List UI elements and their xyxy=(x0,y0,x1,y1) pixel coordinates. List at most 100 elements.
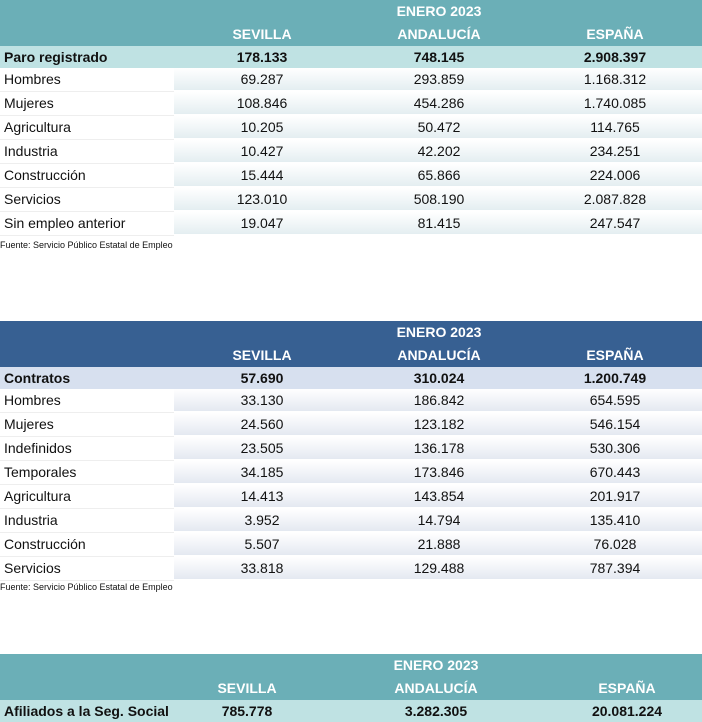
row-espana: 670.443 xyxy=(528,460,702,485)
contratos-period: ENERO 2023 xyxy=(350,321,528,343)
row-sevilla: 108.846 xyxy=(174,91,350,116)
row-espana: 1.740.085 xyxy=(528,91,702,116)
table-row: Construcción 15.444 65.866 224.006 xyxy=(0,163,702,188)
row-label: Construcción xyxy=(0,163,174,188)
row-andalucia: 21.888 xyxy=(350,532,528,557)
row-espana: 2.087.828 xyxy=(528,187,702,212)
row-andalucia: 186.842 xyxy=(350,389,528,413)
afiliados-total-espana: 20.081.224 xyxy=(552,700,702,722)
table-row: Temporales 34.185 173.846 670.443 xyxy=(0,460,702,485)
row-espana: 135.410 xyxy=(528,508,702,533)
row-sevilla: 5.507 xyxy=(174,532,350,557)
row-label: Indefinidos xyxy=(0,436,174,461)
paro-period: ENERO 2023 xyxy=(350,0,528,22)
row-espana: 530.306 xyxy=(528,436,702,461)
paro-total-label: Paro registrado xyxy=(0,46,174,68)
row-andalucia: 123.182 xyxy=(350,412,528,437)
row-label: Mujeres xyxy=(0,91,174,116)
row-sevilla: 10.427 xyxy=(174,139,350,164)
contratos-total-label: Contratos xyxy=(0,367,174,389)
paro-source: Fuente: Servicio Público Estatal de Empl… xyxy=(0,240,173,250)
row-espana: 201.917 xyxy=(528,484,702,509)
row-andalucia: 143.854 xyxy=(350,484,528,509)
paro-col-andalucia: ANDALUCÍA xyxy=(350,22,528,46)
table-row: Agricultura 10.205 50.472 114.765 xyxy=(0,115,702,140)
row-andalucia: 50.472 xyxy=(350,115,528,140)
row-sevilla: 3.952 xyxy=(174,508,350,533)
contratos-source: Fuente: Servicio Público Estatal de Empl… xyxy=(0,582,173,592)
row-espana: 224.006 xyxy=(528,163,702,188)
row-espana: 1.168.312 xyxy=(528,68,702,92)
table-row: Hombres 33.130 186.842 654.595 xyxy=(0,389,702,413)
row-espana: 234.251 xyxy=(528,139,702,164)
table-row: Construcción 5.507 21.888 76.028 xyxy=(0,532,702,557)
afiliados-total-row: Afiliados a la Seg. Social 785.778 3.282… xyxy=(0,700,702,722)
row-andalucia: 293.859 xyxy=(350,68,528,92)
paro-table: ENERO 2023 SEVILLA ANDALUCÍA ESPAÑA Paro… xyxy=(0,0,702,236)
paro-total-espana: 2.908.397 xyxy=(528,46,702,68)
paro-total-andalucia: 748.145 xyxy=(350,46,528,68)
row-andalucia: 42.202 xyxy=(350,139,528,164)
afiliados-total-label: Afiliados a la Seg. Social xyxy=(0,700,174,722)
table-row: Industria 10.427 42.202 234.251 xyxy=(0,139,702,164)
table-row: Indefinidos 23.505 136.178 530.306 xyxy=(0,436,702,461)
row-sevilla: 14.413 xyxy=(174,484,350,509)
row-espana: 247.547 xyxy=(528,211,702,236)
row-label: Mujeres xyxy=(0,412,174,437)
afiliados-total-andalucia: 3.282.305 xyxy=(320,700,552,722)
contratos-table: ENERO 2023 SEVILLA ANDALUCÍA ESPAÑA Cont… xyxy=(0,321,702,581)
row-label: Servicios xyxy=(0,556,174,581)
row-andalucia: 173.846 xyxy=(350,460,528,485)
row-andalucia: 136.178 xyxy=(350,436,528,461)
row-andalucia: 65.866 xyxy=(350,163,528,188)
row-label: Sin empleo anterior xyxy=(0,211,174,236)
contratos-total-row: Contratos 57.690 310.024 1.200.749 xyxy=(0,367,702,389)
row-sevilla: 33.130 xyxy=(174,389,350,413)
afiliados-table: ENERO 2023 SEVILLA ANDALUCÍA ESPAÑA Afil… xyxy=(0,654,702,722)
paro-col-espana: ESPAÑA xyxy=(528,22,702,46)
contratos-col-sevilla: SEVILLA xyxy=(174,343,350,367)
afiliados-col-espana: ESPAÑA xyxy=(552,676,702,700)
row-espana: 114.765 xyxy=(528,115,702,140)
table-row: Mujeres 108.846 454.286 1.740.085 xyxy=(0,91,702,116)
table-row: Agricultura 14.413 143.854 201.917 xyxy=(0,484,702,509)
row-label: Construcción xyxy=(0,532,174,557)
contratos-columns-row: SEVILLA ANDALUCÍA ESPAÑA xyxy=(0,343,702,367)
contratos-total-andalucia: 310.024 xyxy=(350,367,528,389)
row-espana: 787.394 xyxy=(528,556,702,581)
row-label: Temporales xyxy=(0,460,174,485)
contratos-col-espana: ESPAÑA xyxy=(528,343,702,367)
row-label: Agricultura xyxy=(0,115,174,140)
paro-col-sevilla: SEVILLA xyxy=(174,22,350,46)
row-andalucia: 129.488 xyxy=(350,556,528,581)
row-andalucia: 81.415 xyxy=(350,211,528,236)
row-andalucia: 508.190 xyxy=(350,187,528,212)
afiliados-col-andalucia: ANDALUCÍA xyxy=(320,676,552,700)
row-sevilla: 69.287 xyxy=(174,68,350,92)
row-espana: 546.154 xyxy=(528,412,702,437)
row-andalucia: 454.286 xyxy=(350,91,528,116)
row-sevilla: 33.818 xyxy=(174,556,350,581)
afiliados-col-sevilla: SEVILLA xyxy=(174,676,320,700)
contratos-total-espana: 1.200.749 xyxy=(528,367,702,389)
table-row: Hombres 69.287 293.859 1.168.312 xyxy=(0,68,702,92)
paro-columns-row: SEVILLA ANDALUCÍA ESPAÑA xyxy=(0,22,702,46)
contratos-period-row: ENERO 2023 xyxy=(0,321,702,343)
afiliados-columns-row: SEVILLA ANDALUCÍA ESPAÑA xyxy=(0,676,702,700)
row-sevilla: 10.205 xyxy=(174,115,350,140)
row-label: Industria xyxy=(0,139,174,164)
row-sevilla: 23.505 xyxy=(174,436,350,461)
paro-period-row: ENERO 2023 xyxy=(0,0,702,22)
row-label: Agricultura xyxy=(0,484,174,509)
row-label: Hombres xyxy=(0,68,174,92)
contratos-total-sevilla: 57.690 xyxy=(174,367,350,389)
table-row: Sin empleo anterior 19.047 81.415 247.54… xyxy=(0,211,702,236)
paro-total-row: Paro registrado 178.133 748.145 2.908.39… xyxy=(0,46,702,68)
table-row: Industria 3.952 14.794 135.410 xyxy=(0,508,702,533)
row-label: Servicios xyxy=(0,187,174,212)
row-label: Hombres xyxy=(0,389,174,413)
row-label: Industria xyxy=(0,508,174,533)
row-sevilla: 15.444 xyxy=(174,163,350,188)
row-sevilla: 34.185 xyxy=(174,460,350,485)
row-sevilla: 123.010 xyxy=(174,187,350,212)
